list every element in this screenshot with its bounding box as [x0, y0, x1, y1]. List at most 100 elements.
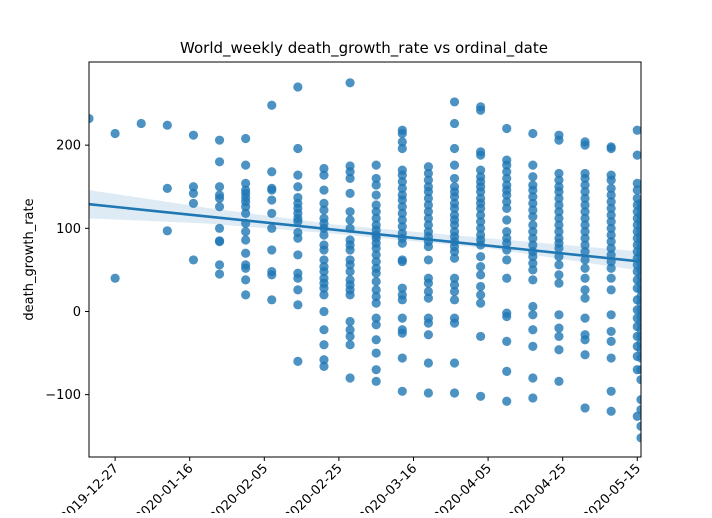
scatter-point	[397, 177, 407, 187]
scatter-point	[580, 213, 590, 223]
scatter-point	[606, 223, 616, 233]
scatter-point	[267, 185, 277, 195]
scatter-point	[293, 182, 303, 192]
scatter-point	[636, 375, 641, 385]
scatter-point	[397, 170, 407, 180]
scatter-point	[580, 247, 590, 257]
scatter-point	[554, 243, 564, 253]
scatter-point	[423, 162, 434, 172]
scatter-point	[528, 258, 538, 268]
scatter-point	[449, 295, 460, 305]
scatter-point	[580, 350, 590, 360]
scatter-point	[397, 137, 407, 147]
scatter-point	[293, 273, 303, 283]
scatter-point	[371, 250, 381, 260]
scatter-point	[293, 143, 303, 154]
scatter-point	[606, 310, 616, 320]
regression-line	[89, 202, 641, 263]
scatter-point	[502, 197, 512, 207]
scatter-point	[502, 311, 512, 322]
scatter-point	[580, 240, 590, 250]
scatter-point	[397, 328, 407, 338]
scatter-point	[267, 208, 277, 218]
scatter-point	[319, 266, 329, 277]
scatter-point	[476, 331, 486, 342]
scatter-point	[606, 203, 616, 213]
scatter-point	[554, 207, 564, 217]
scatter-point	[502, 190, 512, 200]
scatter-point	[371, 256, 381, 267]
scatter-point	[267, 295, 277, 305]
scatter-point	[345, 245, 355, 255]
scatter-point	[606, 243, 616, 253]
scatter-point	[449, 143, 460, 154]
scatter-point	[241, 235, 251, 245]
scatter-point	[371, 190, 381, 200]
scatter-point	[502, 215, 512, 225]
scatter-point	[371, 348, 381, 358]
scatter-point	[449, 358, 460, 368]
scatter-point	[632, 150, 641, 160]
scatter-point	[528, 265, 538, 275]
scatter-point	[580, 403, 590, 413]
scatter-point	[397, 143, 407, 154]
scatter-point	[371, 298, 381, 308]
scatter-point	[423, 358, 434, 368]
scatter-point	[554, 220, 564, 230]
scatter-point	[528, 301, 538, 312]
scatter-point	[397, 128, 407, 139]
scatter-point	[528, 160, 538, 170]
scatter-point	[397, 208, 407, 218]
scatter-point	[293, 233, 303, 243]
scatter-point	[214, 193, 225, 203]
scatter-point	[502, 160, 512, 170]
scatter-point	[267, 167, 277, 177]
scatter-point	[636, 405, 641, 415]
scatter-point	[371, 291, 381, 302]
scatter-point	[319, 283, 329, 293]
scatter-point	[214, 260, 225, 270]
scatter-point	[554, 376, 564, 386]
scatter-point	[528, 212, 538, 222]
scatter-point	[110, 273, 120, 283]
scatter-point	[580, 187, 590, 197]
y-axis: −100 0 100 200	[45, 139, 89, 403]
scatter-point	[528, 192, 538, 202]
scatter-point	[293, 356, 303, 366]
scatter-point	[136, 118, 146, 129]
scatter-point	[554, 323, 564, 333]
scatter-point	[528, 240, 538, 250]
scatter-point	[423, 255, 434, 265]
scatter-point	[476, 150, 486, 160]
scatter-point	[502, 336, 512, 347]
scatter-point	[214, 223, 225, 233]
scatter-point	[606, 217, 616, 227]
scatter-point	[345, 78, 355, 88]
scatter-point	[319, 245, 329, 255]
x-tick-label: 2020-04-05	[431, 461, 495, 513]
scatter-point	[319, 306, 329, 317]
scatter-point	[241, 275, 251, 285]
scatter-point	[397, 295, 407, 305]
scatter-point	[554, 200, 564, 210]
scatter-point	[423, 220, 434, 230]
scatter-point	[502, 203, 512, 213]
scatter-point	[580, 335, 590, 345]
scatter-point	[345, 340, 355, 350]
scatter-point	[319, 325, 329, 335]
scatter-point	[476, 270, 486, 280]
scatter-point	[528, 251, 538, 262]
scatter-point	[397, 183, 407, 193]
scatter-point	[449, 160, 460, 170]
scatter-point	[371, 285, 381, 295]
scatter-point	[580, 200, 590, 210]
scatter-point	[423, 278, 434, 288]
scatter-point	[371, 335, 381, 345]
scatter-point	[636, 433, 641, 443]
scatter-point	[267, 195, 277, 205]
scatter-point	[397, 386, 407, 396]
scatter-point	[397, 353, 407, 363]
scatter-point	[580, 140, 590, 150]
